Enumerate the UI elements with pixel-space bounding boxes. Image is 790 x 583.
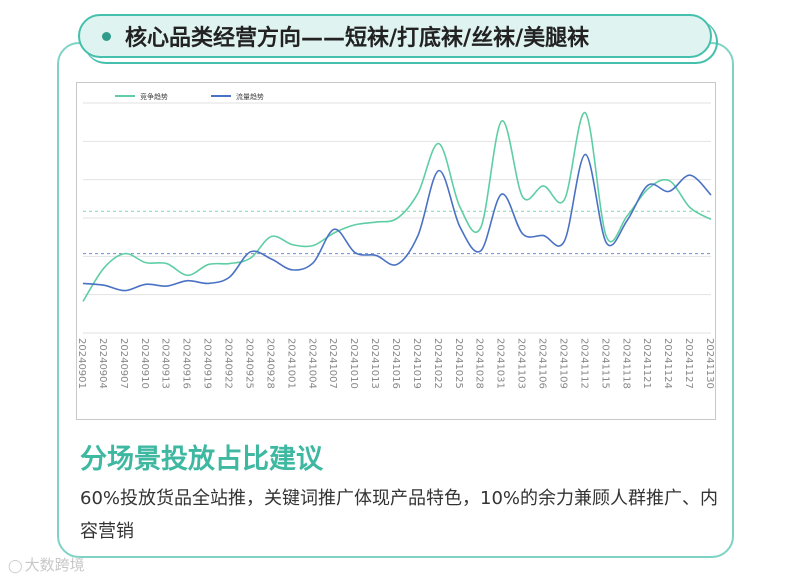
legend-label: 流量趋势: [236, 92, 264, 101]
header-banner: 核心品类经营方向——短袜/打底袜/丝袜/美腿袜: [78, 14, 712, 58]
chart-frame: 竞争趋势 流量趋势 20240901 20240904 20240907 20240910…: [76, 82, 716, 420]
x-tick-label: 20241109: [557, 338, 568, 389]
x-tick-label: 20241028: [474, 338, 485, 389]
x-tick-label: 20240928: [264, 338, 275, 389]
x-tick-label: 20240910: [139, 338, 150, 389]
x-tick-label: 20241112: [578, 338, 589, 389]
x-tick-label: 20241025: [453, 338, 464, 389]
x-tick-label: 20241031: [495, 338, 506, 389]
header-shadow: [84, 20, 718, 64]
x-tick-label: 20241127: [683, 338, 694, 389]
x-tick-label: 20241118: [620, 338, 631, 389]
x-tick-label: 20241121: [641, 338, 652, 389]
x-tick-label: 20240901: [77, 338, 87, 389]
x-tick-label: 20241130: [704, 338, 715, 389]
x-tick-label: 20241019: [411, 338, 422, 389]
trend-line-chart: 竞争趋势 流量趋势 20240901 20240904 20240907 20240910…: [76, 92, 715, 389]
watermark-text: 大数跨境: [24, 556, 85, 574]
x-tick-label: 20241010: [348, 338, 359, 389]
x-tick-label: 20241103: [516, 338, 527, 389]
x-tick-label: 20240904: [97, 338, 108, 389]
watermark: ◯ 大数跨境: [8, 554, 85, 575]
watermark-logo-icon: ◯: [8, 559, 23, 574]
x-tick-label: 20240907: [118, 338, 129, 389]
x-tick-label: 20241115: [599, 338, 610, 389]
bullet-dot-icon: [102, 31, 111, 41]
section-body-text: 60%投放货品全站推，关键词推广体现产品特色，10%的余力兼顾人群推广、内容营销: [80, 488, 719, 542]
x-tick-label: 20241004: [306, 338, 317, 389]
x-tick-label: 20240916: [181, 338, 192, 389]
series-line-1: [82, 153, 712, 292]
x-tick-label: 20241001: [285, 338, 296, 389]
x-tick-label: 20241007: [327, 338, 338, 389]
header-title: 核心品类经营方向——短袜/打底袜/丝袜/美腿袜: [125, 26, 590, 51]
section-title: 分场景投放占比建议: [80, 444, 323, 475]
legend-label: 竞争趋势: [140, 92, 168, 101]
x-tick-label: 20240922: [223, 338, 234, 389]
x-tick-label: 20241022: [432, 338, 443, 389]
x-tick-label: 20241013: [369, 338, 380, 389]
x-tick-label: 20240919: [202, 338, 213, 389]
series-line-0: [82, 112, 712, 302]
x-tick-label: 20241124: [662, 338, 673, 389]
x-tick-label: 20240925: [243, 338, 254, 389]
x-tick-label: 20241016: [390, 338, 401, 389]
x-tick-label: 20240913: [160, 338, 171, 389]
x-tick-label: 20241106: [537, 338, 548, 389]
